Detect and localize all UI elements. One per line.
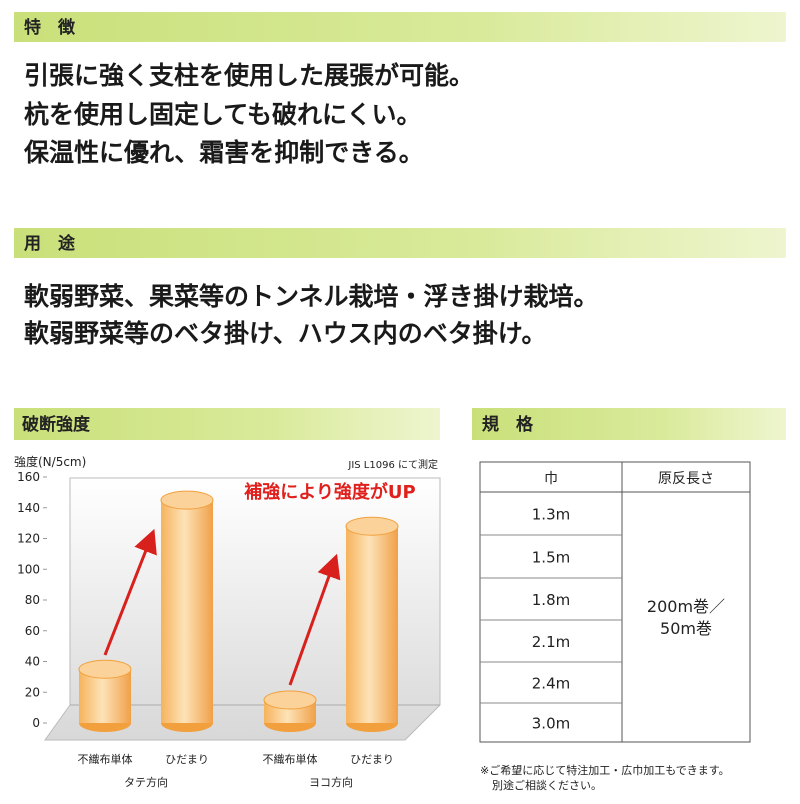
y-tick-label: 140 <box>17 501 40 515</box>
y-tick-label: 40 <box>25 655 40 669</box>
footnote: 別途ご相談ください。 <box>492 778 602 792</box>
section-title: 規 格 <box>482 414 534 435</box>
spec-table: 巾 原反長さ 1.3m 1.5m 1.8m 2.1m 2.4m 3.0m 200m巻／ 50m巻 <box>479 461 751 743</box>
section-title: 用 途 <box>24 233 76 254</box>
bar <box>161 500 213 723</box>
bar-top <box>345 516 399 536</box>
feature-line: 保温性に優れ、霜害を抑制できる。 <box>23 138 424 167</box>
note: JIS L1096 にて測定 <box>347 458 438 471</box>
bar-top <box>160 490 214 510</box>
y-tick-label: 20 <box>25 685 40 699</box>
y-tick-label: 80 <box>25 593 40 607</box>
chart-title: 破断強度 <box>22 414 91 435</box>
footnote: ※ご希望に応じて特注加工・広巾加工もできます。 <box>480 763 730 777</box>
table-cell: 1.5m <box>532 549 570 567</box>
x-tick-label: ひだまり <box>165 753 209 766</box>
group-label: ヨコ方向 <box>309 775 353 789</box>
table-border <box>479 461 751 743</box>
y-tick-label: 100 <box>17 562 40 576</box>
table-header: 原反長さ <box>658 471 714 487</box>
bar <box>346 526 398 723</box>
table-cell: 3.0m <box>532 715 570 733</box>
table-cell: 200m巻／ <box>647 597 725 616</box>
use-line: 軟弱野菜等のベタ掛け、ハウス内のベタ掛け。 <box>24 319 547 348</box>
y-tick-label: 120 <box>17 532 40 546</box>
y-tick-label: 0 <box>32 716 40 730</box>
group-label: タテ方向 <box>124 775 168 789</box>
annotation: 補強により強度がUP <box>243 481 415 503</box>
bar-top <box>78 659 132 679</box>
y-axis-label: 強度(N/5cm) <box>14 454 86 469</box>
header-bar <box>14 408 440 440</box>
bar-top <box>263 690 317 710</box>
chart: 0 20 40 60 80 100 120 140 160 不織布単体 ひだまり 不織布単体 ひだまりタ… <box>17 470 399 789</box>
header-bar <box>14 12 786 42</box>
table-cell: 1.3m <box>532 506 570 524</box>
table-cell: 2.1m <box>532 633 570 651</box>
y-tick-label: 60 <box>25 624 40 638</box>
feature-line: 引張に強く支柱を使用した展張が可能。 <box>24 61 474 90</box>
header-bar <box>472 408 786 440</box>
table-cell: 50m巻 <box>660 619 712 638</box>
x-tick-label: 不織布単体 <box>263 752 318 766</box>
y-tick-label: 160 <box>17 470 40 484</box>
table-header: 巾 <box>544 471 558 487</box>
x-tick-label: ひだまり <box>350 753 394 766</box>
section-title: 特 徴 <box>24 17 76 38</box>
table-cell: 2.4m <box>532 675 570 693</box>
arrow <box>103 528 157 656</box>
table-cell: 1.8m <box>532 591 570 609</box>
use-line: 軟弱野菜、果菜等のトンネル栽培・浮き掛け栽培。 <box>24 282 599 311</box>
arrow <box>288 553 341 686</box>
header-bar <box>14 228 786 258</box>
feature-line: 杭を使用し固定しても破れにくい。 <box>24 100 422 129</box>
x-tick-label: 不織布単体 <box>78 752 133 766</box>
